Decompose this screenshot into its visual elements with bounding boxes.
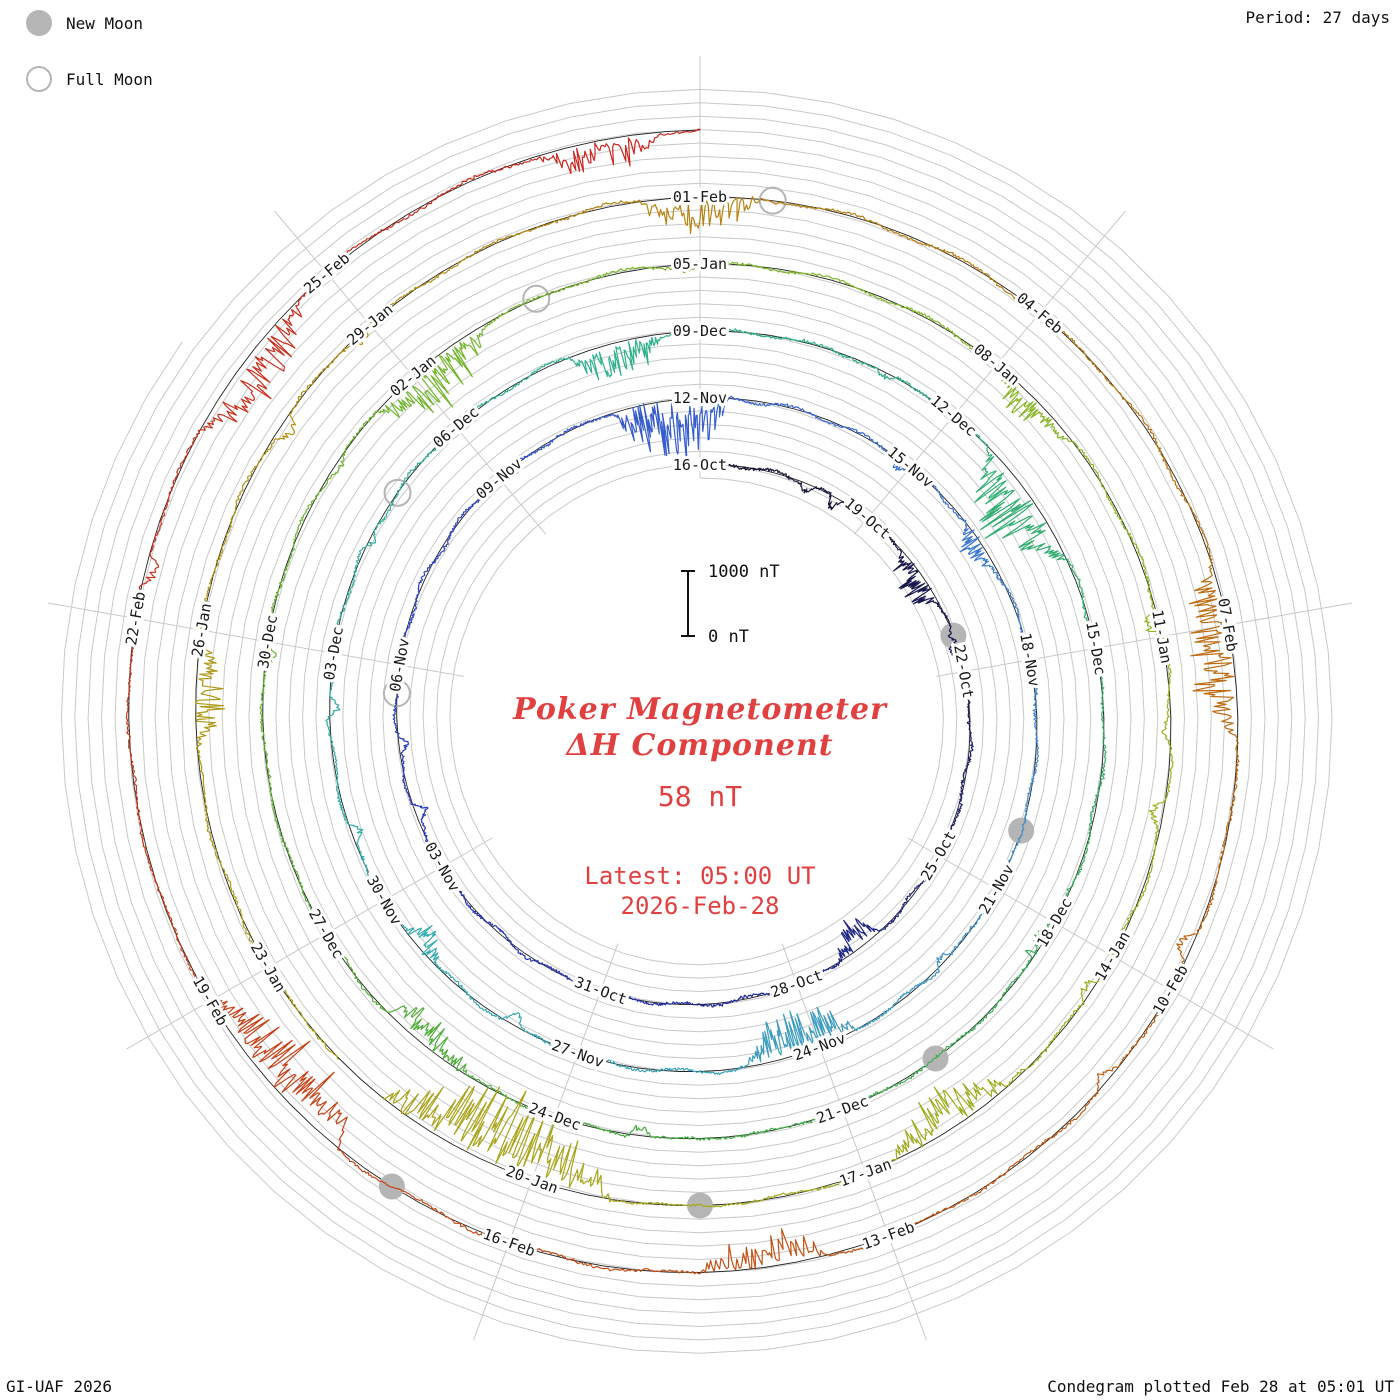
- moons-layer: [378, 186, 1035, 1219]
- svg-text:21-Dec: 21-Dec: [814, 1092, 871, 1127]
- svg-text:19-Oct: 19-Oct: [841, 494, 894, 543]
- svg-text:28-Oct: 28-Oct: [768, 966, 825, 1001]
- svg-text:09-Nov: 09-Nov: [473, 454, 526, 503]
- chart-title-line1: Poker Magnetometer: [513, 692, 887, 727]
- svg-text:25-Feb: 25-Feb: [300, 249, 353, 298]
- svg-text:06-Nov: 06-Nov: [386, 637, 413, 693]
- scalebar-layer: 1000 nT 0 nT: [681, 562, 780, 647]
- svg-text:05-Jan: 05-Jan: [673, 255, 727, 273]
- new-moon-label: New Moon: [66, 13, 144, 33]
- svg-text:15-Nov: 15-Nov: [884, 443, 937, 492]
- svg-text:12-Dec: 12-Dec: [927, 391, 980, 440]
- chart-center-text: Poker Magnetometer ΔH Component 58 nT La…: [0, 692, 1400, 921]
- svg-text:22-Feb: 22-Feb: [122, 590, 149, 646]
- svg-text:12-Nov: 12-Nov: [673, 389, 727, 407]
- svg-text:1000 nT: 1000 nT: [708, 562, 780, 582]
- latest-value: 58 nT: [657, 780, 743, 813]
- svg-text:31-Oct: 31-Oct: [572, 973, 629, 1008]
- svg-text:27-Nov: 27-Nov: [549, 1036, 606, 1071]
- new-moon-icon: [26, 10, 52, 36]
- svg-text:24-Dec: 24-Dec: [526, 1099, 583, 1134]
- full-moon-label: Full Moon: [66, 69, 153, 89]
- svg-text:0 nT: 0 nT: [708, 627, 749, 647]
- moon-legend: New Moon Full Moon: [26, 8, 153, 120]
- period-label: Period: 27 days: [1245, 8, 1391, 27]
- svg-text:26-Jan: 26-Jan: [188, 602, 215, 658]
- latest-date-label: 2026-Feb-28: [620, 892, 780, 920]
- svg-text:03-Dec: 03-Dec: [320, 625, 347, 681]
- legend-new-moon: New Moon: [26, 8, 153, 38]
- svg-text:06-Dec: 06-Dec: [429, 403, 482, 452]
- svg-text:18-Nov: 18-Nov: [1016, 632, 1043, 688]
- svg-text:08-Jan: 08-Jan: [970, 340, 1023, 389]
- svg-text:01-Feb: 01-Feb: [673, 188, 727, 206]
- svg-text:09-Dec: 09-Dec: [673, 322, 727, 340]
- plotted-time-label: Condegram plotted Feb 28 at 05:01 UT: [1047, 1377, 1394, 1396]
- svg-text:29-Jan: 29-Jan: [343, 300, 396, 349]
- chart-title-line2: ΔH Component: [566, 728, 834, 763]
- svg-text:16-Oct: 16-Oct: [673, 456, 727, 474]
- svg-text:15-Dec: 15-Dec: [1082, 620, 1109, 676]
- svg-text:17-Jan: 17-Jan: [837, 1155, 894, 1190]
- svg-text:30-Dec: 30-Dec: [254, 613, 281, 669]
- latest-time-label: Latest: 05:00 UT: [584, 862, 816, 890]
- credit-label: GI-UAF 2026: [6, 1377, 112, 1396]
- svg-text:04-Feb: 04-Feb: [1013, 289, 1066, 338]
- legend-full-moon: Full Moon: [26, 64, 153, 94]
- data-layer: [126, 129, 1240, 1275]
- svg-text:13-Feb: 13-Feb: [860, 1218, 917, 1253]
- svg-text:16-Feb: 16-Feb: [481, 1225, 538, 1260]
- full-moon-icon: [26, 66, 52, 92]
